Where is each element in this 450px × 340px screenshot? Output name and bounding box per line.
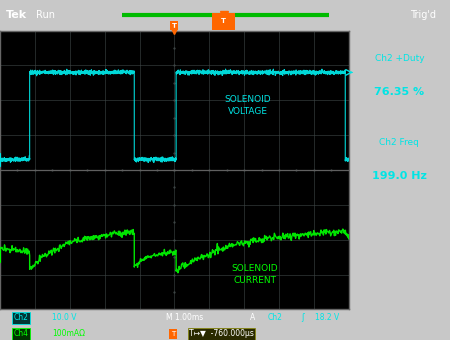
- Text: Ch2: Ch2: [14, 313, 28, 322]
- Text: T: T: [171, 331, 175, 337]
- Text: Ch4: Ch4: [14, 329, 28, 338]
- Bar: [212, 13, 235, 30]
- Text: 10.0 V: 10.0 V: [52, 313, 76, 322]
- Text: 100mAΩ: 100mAΩ: [52, 329, 85, 338]
- Text: Ch2: Ch2: [268, 313, 283, 322]
- Text: 18.2 V: 18.2 V: [315, 313, 339, 322]
- Text: 199.0 Hz: 199.0 Hz: [372, 171, 427, 181]
- Text: Ch2 +Duty: Ch2 +Duty: [374, 54, 424, 63]
- Text: Run: Run: [36, 10, 55, 20]
- Text: SOLENOID
CURRENT: SOLENOID CURRENT: [231, 264, 278, 285]
- Text: A: A: [250, 313, 255, 322]
- Text: T: T: [172, 23, 177, 29]
- Text: T: T: [221, 18, 226, 24]
- Text: M 1.00ms: M 1.00ms: [166, 313, 204, 322]
- Text: Ch2 Freq: Ch2 Freq: [379, 138, 419, 147]
- Text: 76.35 %: 76.35 %: [374, 87, 424, 97]
- Text: Τ↦▼  -760.000μs: Τ↦▼ -760.000μs: [189, 329, 254, 338]
- Text: Tek: Tek: [5, 10, 27, 20]
- Text: ʃ: ʃ: [302, 313, 304, 322]
- Text: Trig'd: Trig'd: [410, 10, 436, 20]
- Text: SOLENOID
VOLTAGE: SOLENOID VOLTAGE: [224, 95, 271, 116]
